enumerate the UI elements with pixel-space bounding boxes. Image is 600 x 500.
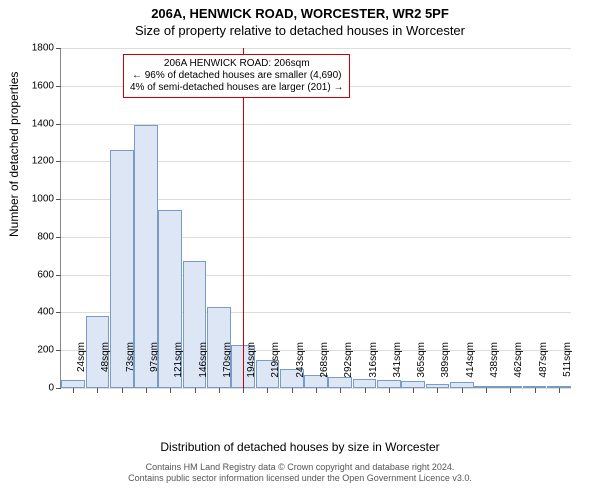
xtick-mark (73, 388, 74, 393)
ytick-label: 800 (0, 231, 54, 242)
ytick-mark (56, 199, 61, 200)
xtick-mark (267, 388, 268, 393)
ytick-mark (56, 237, 61, 238)
xtick-label: 487sqm (538, 342, 549, 392)
xtick-mark (510, 388, 511, 393)
gridline (61, 124, 571, 125)
annotation-box: 206A HENWICK ROAD: 206sqm← 96% of detach… (123, 54, 350, 98)
ytick-label: 1000 (0, 194, 54, 205)
ytick-label: 0 (0, 383, 54, 394)
xtick-mark (365, 388, 366, 393)
xtick-mark (219, 388, 220, 393)
ytick-mark (56, 275, 61, 276)
xtick-label: 414sqm (465, 342, 476, 392)
xtick-label: 462sqm (513, 342, 524, 392)
ytick-label: 1200 (0, 156, 54, 167)
footer-line2: Contains public sector information licen… (0, 473, 600, 484)
xtick-mark (486, 388, 487, 393)
xtick-mark (292, 388, 293, 393)
xtick-mark (559, 388, 560, 393)
annotation-line1: 206A HENWICK ROAD: 206sqm (130, 58, 343, 70)
ytick-mark (56, 388, 61, 389)
ytick-mark (56, 124, 61, 125)
ytick-label: 400 (0, 307, 54, 318)
xtick-mark (389, 388, 390, 393)
xtick-mark (97, 388, 98, 393)
x-axis-label: Distribution of detached houses by size … (0, 440, 600, 454)
annotation-line2: ← 96% of detached houses are smaller (4,… (130, 70, 343, 82)
xtick-mark (437, 388, 438, 393)
ytick-mark (56, 161, 61, 162)
xtick-mark (535, 388, 536, 393)
xtick-mark (316, 388, 317, 393)
ytick-mark (56, 86, 61, 87)
chart-area: 24sqm48sqm73sqm97sqm121sqm146sqm170sqm19… (60, 48, 570, 388)
ytick-label: 1400 (0, 118, 54, 129)
ytick-mark (56, 48, 61, 49)
xtick-mark (340, 388, 341, 393)
ytick-label: 1800 (0, 43, 54, 54)
ytick-label: 600 (0, 269, 54, 280)
ytick-label: 1600 (0, 80, 54, 91)
plot-region: 24sqm48sqm73sqm97sqm121sqm146sqm170sqm19… (60, 48, 571, 389)
ytick-label: 200 (0, 345, 54, 356)
footer-attribution: Contains HM Land Registry data © Crown c… (0, 462, 600, 484)
xtick-mark (413, 388, 414, 393)
xtick-mark (195, 388, 196, 393)
xtick-label: 511sqm (562, 342, 573, 392)
annotation-line3: 4% of semi-detached houses are larger (2… (130, 82, 343, 94)
ytick-mark (56, 350, 61, 351)
xtick-mark (462, 388, 463, 393)
xtick-label: 438sqm (489, 342, 500, 392)
chart-container: 206A, HENWICK ROAD, WORCESTER, WR2 5PF S… (0, 0, 600, 500)
xtick-mark (122, 388, 123, 393)
xtick-mark (170, 388, 171, 393)
chart-title-line2: Size of property relative to detached ho… (0, 21, 600, 38)
xtick-mark (243, 388, 244, 393)
gridline (61, 48, 571, 49)
ytick-mark (56, 312, 61, 313)
xtick-mark (146, 388, 147, 393)
footer-line1: Contains HM Land Registry data © Crown c… (0, 462, 600, 473)
reference-vline (243, 48, 244, 388)
chart-title-line1: 206A, HENWICK ROAD, WORCESTER, WR2 5PF (0, 0, 600, 21)
